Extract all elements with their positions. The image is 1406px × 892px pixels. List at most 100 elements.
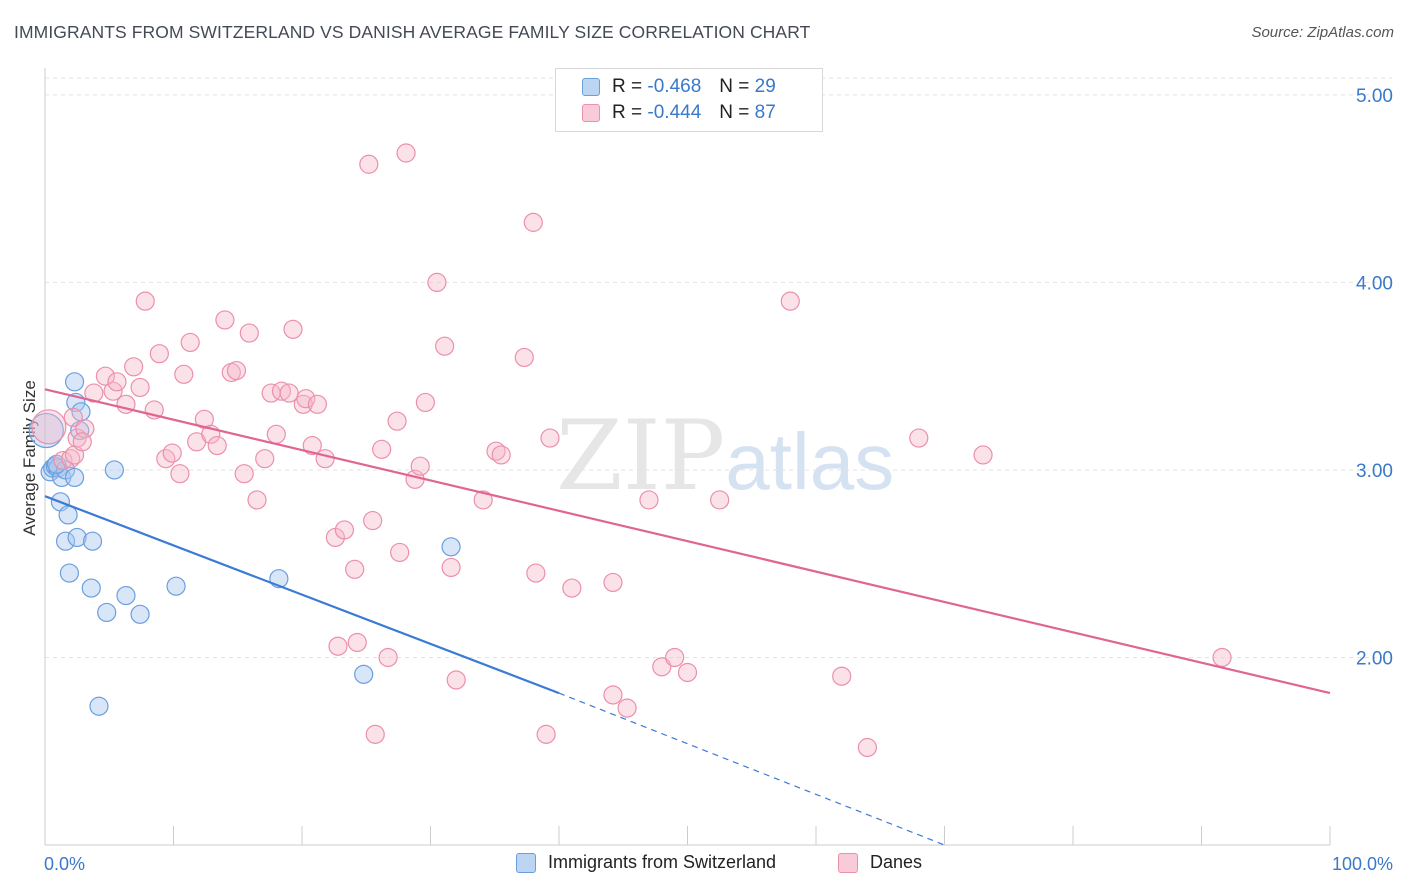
point-danes [372,439,392,459]
point-switzerland [166,576,186,596]
point-danes [677,662,698,683]
x-tick-label: 100.0% [1332,854,1393,874]
legend-n-label: N = [719,102,750,123]
point-danes [415,392,435,413]
point-danes [255,449,275,469]
point-danes [266,424,286,444]
legend-r-label: R = [612,102,643,123]
legend-n-value: 29 [754,76,776,97]
point-danes [72,432,92,452]
point-danes [271,381,292,401]
point-danes [363,510,383,531]
point-danes [603,685,623,705]
point-danes [162,443,182,463]
point-danes [514,347,534,368]
point-danes [973,445,993,465]
point-danes [473,490,493,510]
point-danes [283,319,303,339]
bottom-legend-label-danes: Danes [870,852,923,872]
bottom-legend-switzerland: Immigrants from Switzerland [516,852,776,873]
bottom-legend-swatch-switzerland [516,852,536,873]
point-danes [61,449,81,469]
legend-r-label: R = [612,76,643,97]
y-tick-label: 4.00 [1356,273,1393,294]
point-danes [130,377,150,398]
point-danes [1212,647,1232,668]
point-danes [832,666,852,686]
correlation-legend: R = -0.468 N = 29 R = -0.444 N = 87 [555,68,823,132]
point-danes [328,636,348,656]
point-danes [315,449,335,469]
point-danes [180,332,200,353]
point-switzerland [64,372,85,392]
point-switzerland [59,563,80,583]
point-danes [53,450,73,471]
point-switzerland [104,460,124,480]
point-danes [170,464,190,484]
point-danes [526,563,546,583]
point-danes [396,143,416,163]
watermark: ZIPatlas [556,400,894,512]
y-tick-label: 5.00 [1356,86,1393,107]
y-tick-label: 2.00 [1356,648,1393,669]
point-danes [207,435,227,456]
point-danes [390,542,410,563]
point-switzerland [89,696,109,716]
point-switzerland [441,537,461,557]
trendline-danes [44,388,1331,695]
bottom-legend-label-switzerland: Immigrants from Switzerland [548,852,777,872]
point-danes [441,557,461,578]
point-danes [780,291,800,311]
legend-row-danes: R = -0.444 N = 87 [582,101,776,125]
point-danes [359,154,379,174]
point-danes [247,490,267,510]
point-danes [486,441,506,461]
point-danes [365,724,385,744]
point-danes [378,647,398,668]
bottom-legend-swatch-danes [838,852,858,873]
point-switzerland [97,602,117,623]
chart-title: IMMIGRANTS FROM SWITZERLAND VS DANISH AV… [14,22,811,42]
point-danes [345,559,365,579]
point-danes [239,323,259,343]
point-danes [523,212,543,232]
point-danes [107,372,127,392]
bottom-legend-danes: Danes [838,852,922,873]
point-danes [174,364,194,384]
point-danes [617,698,637,718]
point-switzerland [82,531,103,551]
point-danes [31,409,67,445]
point-danes [296,389,316,409]
point-danes [562,578,582,598]
point-danes [435,336,455,356]
legend-n-value: 87 [754,102,776,123]
point-danes [446,670,466,690]
legend-r-value: -0.468 [647,76,702,97]
point-danes [84,383,104,403]
point-danes [234,464,254,484]
point-danes [307,394,328,414]
point-switzerland [354,664,374,684]
point-danes [387,411,407,431]
point-danes [63,407,83,428]
point-danes [95,366,115,386]
legend-swatch-danes [582,104,600,122]
point-switzerland [64,467,85,488]
legend-swatch-switzerland [582,78,600,96]
point-danes [215,310,235,330]
point-danes [427,272,447,293]
point-danes [710,490,730,510]
point-danes [536,724,556,744]
point-switzerland [67,527,87,548]
legend-r-value: -0.444 [647,102,702,123]
point-danes [603,572,623,593]
point-danes [665,647,685,668]
point-danes [226,360,247,381]
point-danes [149,344,169,364]
point-danes [652,657,672,677]
point-switzerland [130,604,150,624]
legend-row-switzerland: R = -0.468 N = 29 [582,75,776,99]
y-tick-label: 3.00 [1356,461,1393,482]
point-switzerland [116,585,136,606]
